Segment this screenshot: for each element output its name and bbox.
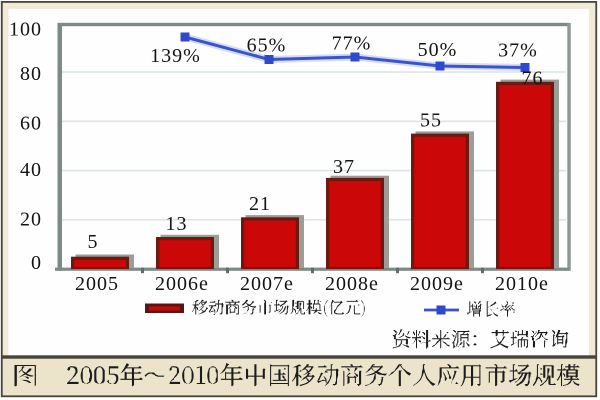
svg-text:37%: 37%: [498, 40, 538, 62]
svg-text:60: 60: [20, 113, 42, 135]
svg-text:65%: 65%: [247, 35, 287, 57]
svg-text:5: 5: [88, 231, 99, 253]
svg-text:2010e: 2010e: [495, 273, 549, 295]
svg-text:50%: 50%: [418, 39, 458, 61]
svg-text:2007e: 2007e: [240, 273, 294, 295]
svg-text:100: 100: [9, 19, 42, 41]
svg-text:20: 20: [20, 209, 42, 231]
svg-text:0: 0: [31, 252, 42, 274]
svg-text:139%: 139%: [150, 45, 201, 67]
svg-text:21: 21: [249, 193, 271, 215]
svg-text:2009e: 2009e: [410, 273, 464, 295]
svg-text:55: 55: [420, 109, 442, 131]
svg-text:77%: 77%: [332, 33, 372, 55]
svg-text:37: 37: [333, 156, 355, 178]
svg-text:13: 13: [166, 213, 188, 235]
svg-text:76: 76: [522, 68, 544, 90]
svg-text:2008e: 2008e: [325, 273, 379, 295]
svg-text:2005: 2005: [75, 273, 119, 295]
svg-text:2006e: 2006e: [155, 273, 209, 295]
svg-text:40: 40: [20, 159, 42, 181]
svg-text:80: 80: [20, 63, 42, 85]
